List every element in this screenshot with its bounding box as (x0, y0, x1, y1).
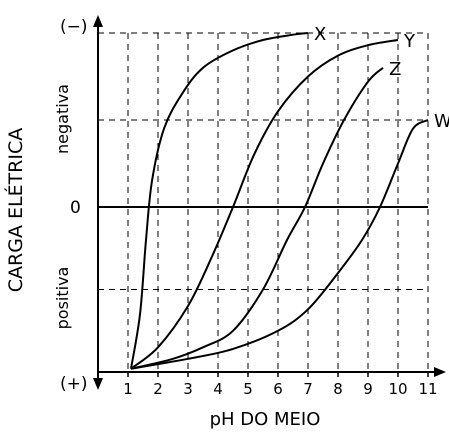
curve-y (130, 39, 399, 370)
series-label-y: Y (403, 31, 416, 52)
x-tick-label-3: 3 (183, 380, 193, 398)
x-tick-label-6: 6 (273, 380, 283, 398)
series-label-w: W (434, 111, 449, 132)
x-tick-label-10: 10 (388, 380, 407, 398)
series-labels: X YZ W (314, 24, 449, 132)
curve-w (130, 119, 429, 370)
y-axis-title: CARGA ELÉTRICA (4, 128, 27, 293)
x-tick-label-5: 5 (243, 380, 253, 398)
x-tick-label-8: 8 (333, 380, 343, 398)
x-axis-title: pH DO MEIO (210, 409, 321, 430)
x-tick-labels: 1 2 3 4 5 6 7 8 9 10 11 (123, 372, 438, 398)
x-tick-label-1: 1 (123, 380, 133, 398)
y-bottom-label: (+) (60, 374, 88, 394)
labels: (−) 0 (+) negativa positiva CARGA ELÉTRI… (4, 17, 320, 430)
y-top-label: (−) (60, 17, 88, 37)
x-tick-label-4: 4 (213, 380, 223, 398)
region-label-negativa: negativa (53, 84, 72, 154)
grid-lines (98, 32, 429, 372)
x-tick-label-11: 11 (418, 380, 437, 398)
curve-z (130, 67, 384, 370)
x-tick-label-2: 2 (153, 380, 163, 398)
series-label-x: X (314, 24, 326, 45)
x-axis-arrow (434, 367, 446, 377)
x-tick-label-9: 9 (363, 380, 373, 398)
y-axis-arrow-bottom (93, 378, 103, 390)
series-label-z: Z (389, 59, 401, 80)
x-tick-label-7: 7 (303, 380, 313, 398)
y-zero-label: 0 (70, 198, 81, 218)
curves (130, 32, 429, 370)
y-axis-arrow-top (93, 15, 103, 27)
region-label-positiva: positiva (53, 267, 72, 330)
axes (93, 15, 446, 390)
curve-x (130, 32, 309, 369)
